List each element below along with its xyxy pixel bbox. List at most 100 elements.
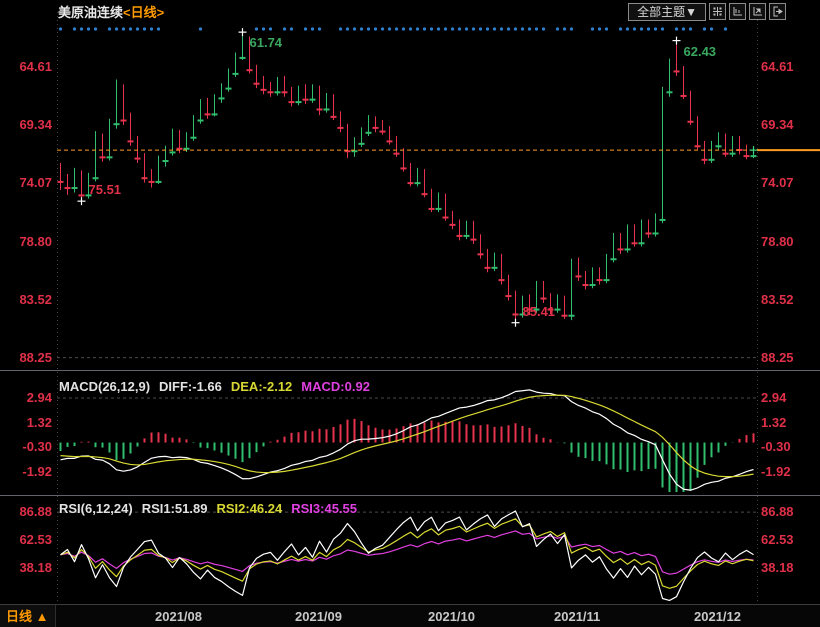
candle-body: [631, 242, 638, 245]
candle-body: [568, 314, 575, 317]
price-annotation: 61.74: [249, 35, 283, 51]
theme-dropdown-button[interactable]: 全部主题▼: [628, 3, 706, 21]
candle-body: [512, 313, 519, 316]
y-axis-tick: 62.53: [19, 532, 52, 548]
exit-icon[interactable]: [769, 3, 786, 20]
macd-params-label: MACD(26,12,9): [59, 379, 151, 394]
candle-body: [190, 136, 197, 139]
candle-body: [246, 69, 253, 72]
candle-body: [218, 97, 225, 100]
signal-dot: [394, 27, 399, 31]
candle-body: [253, 82, 260, 85]
candle-body: [666, 91, 673, 94]
candle-body: [169, 151, 176, 154]
candle-body: [554, 308, 561, 311]
period-label: 日线: [6, 609, 33, 624]
signal-dot: [149, 27, 154, 31]
signal-dot: [359, 27, 364, 31]
candle-body: [239, 56, 246, 59]
candle-body: [127, 140, 134, 143]
signal-dot: [436, 27, 441, 31]
candle-body: [715, 145, 722, 148]
axis-zoom-icon[interactable]: [749, 3, 766, 20]
candle-body: [421, 193, 428, 196]
candle-body: [561, 314, 568, 317]
signal-dot: [198, 27, 203, 31]
period-arrow-icon: ▲: [35, 609, 49, 624]
month-label: 2021/08: [155, 609, 202, 624]
signal-dot: [674, 27, 679, 31]
candle-body: [281, 91, 288, 94]
y-axis-tick: 1.32: [761, 414, 787, 430]
signal-dot: [471, 27, 476, 31]
signal-dot: [604, 27, 609, 31]
signal-dot: [261, 27, 266, 31]
candle-body: [78, 194, 85, 197]
signal-dot: [86, 27, 91, 31]
signal-dot: [93, 27, 98, 31]
candle-body: [134, 157, 141, 160]
candle-body: [505, 295, 512, 298]
signal-dot: [632, 27, 637, 31]
candle-body: [540, 297, 547, 300]
signal-dot: [352, 27, 357, 31]
signal-dot: [625, 27, 630, 31]
signal-dot: [58, 27, 63, 31]
candle-body: [456, 234, 463, 237]
candle-body: [680, 94, 687, 97]
instrument-name: 美原油连续: [58, 5, 124, 20]
candle-body: [57, 180, 64, 183]
candle-body: [533, 308, 540, 311]
candle-body: [106, 156, 113, 159]
rsi1-line: [60, 510, 754, 602]
y-axis-tick: 2.94: [26, 390, 52, 406]
month-label: 2021/12: [694, 609, 741, 624]
signal-dot: [499, 27, 504, 31]
signal-dot: [415, 27, 420, 31]
signal-dot: [555, 27, 560, 31]
signal-dot: [114, 27, 119, 31]
candle-body: [645, 232, 652, 235]
candle-body: [141, 177, 148, 180]
y-axis-tick: -1.92: [22, 463, 52, 479]
candle-body: [232, 72, 239, 75]
rsi-params-label: RSI(6,12,24): [59, 501, 133, 516]
y-axis-tick: 78.80: [761, 233, 794, 249]
candle-body: [638, 242, 645, 245]
signal-dot: [121, 27, 126, 31]
macd-diff-value: DIFF:-1.66: [159, 379, 222, 394]
signal-dot: [590, 27, 595, 31]
price-annotation: 75.51: [88, 182, 122, 198]
macd-dea-value: DEA:-2.12: [230, 379, 293, 394]
signal-dot: [387, 27, 392, 31]
candle-body: [729, 152, 736, 155]
y-axis-tick: 83.52: [761, 291, 794, 307]
y-axis-tick: 1.32: [26, 414, 52, 430]
signal-dot: [639, 27, 644, 31]
candle-body: [673, 70, 680, 73]
candle-body: [701, 158, 708, 161]
signal-dot: [527, 27, 532, 31]
signal-dot: [156, 27, 161, 31]
candle-body: [484, 266, 491, 269]
candle-body: [288, 101, 295, 104]
candle-body: [722, 152, 729, 155]
signal-dot: [338, 27, 343, 31]
axis-settings-icon[interactable]: [729, 3, 746, 20]
signal-dot: [569, 27, 574, 31]
signal-dot: [142, 27, 147, 31]
signal-dot: [464, 27, 469, 31]
instrument-title: 美原油连续<日线>: [58, 2, 164, 21]
signal-dot: [653, 27, 658, 31]
signal-dot: [128, 27, 133, 31]
signal-dot: [660, 27, 665, 31]
period-tag: <日线>: [123, 5, 165, 20]
rsi2-value: RSI2:46.24: [216, 501, 283, 516]
crosshair-icon[interactable]: [709, 3, 726, 20]
period-selector[interactable]: 日线 ▲: [0, 605, 56, 627]
signal-dot: [401, 27, 406, 31]
candle-body: [85, 194, 92, 197]
candle-body: [652, 232, 659, 235]
signal-dot: [268, 27, 273, 31]
